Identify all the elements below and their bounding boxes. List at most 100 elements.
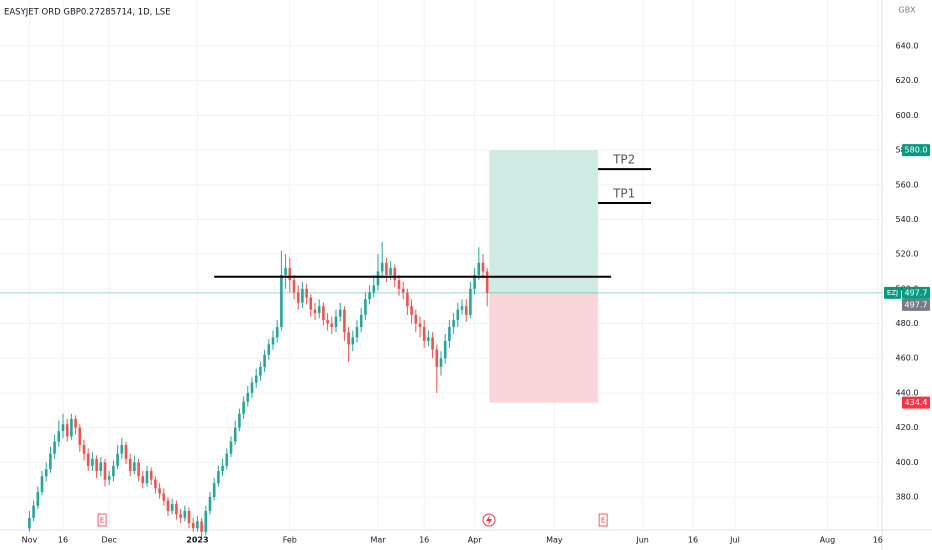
candle-body: [221, 465, 224, 472]
candle-body: [477, 262, 481, 275]
symbol-tag-bg: [884, 286, 901, 299]
candle-body: [288, 268, 292, 281]
candle-body: [469, 288, 472, 315]
candle-body: [267, 344, 271, 355]
candle-body: [448, 327, 451, 341]
candle-body: [380, 262, 384, 272]
candle-body: [78, 427, 82, 445]
candle-body: [456, 309, 460, 321]
candle-body: [343, 309, 346, 333]
candle-body: [271, 337, 275, 345]
y-tick-label: 600.0: [896, 111, 919, 120]
candle-body: [485, 271, 489, 293]
candle-body: [44, 469, 48, 477]
candle-body: [359, 314, 363, 328]
y-tick-label: 640.0: [896, 41, 919, 50]
candle-body: [116, 453, 119, 466]
x-tick-label: 16: [873, 536, 883, 545]
price-label-bg: [902, 286, 930, 299]
candle-body: [225, 453, 229, 466]
candle-body: [309, 297, 313, 310]
candle-body: [179, 514, 182, 518]
y-tick-label: 420.0: [896, 423, 919, 432]
candle-body: [233, 427, 237, 442]
candle-body: [212, 483, 216, 498]
candle-body: [137, 462, 140, 477]
candle-body: [65, 424, 69, 437]
candle-body: [82, 444, 86, 454]
candle-body: [401, 288, 405, 293]
y-tick-label: 560.0: [896, 180, 919, 189]
candle-body: [263, 354, 266, 367]
profit-zone: [489, 150, 599, 293]
candle-body: [149, 471, 153, 480]
candle-body: [368, 292, 371, 300]
x-tick-label: 16: [688, 536, 698, 545]
candle-body: [32, 505, 35, 518]
candle-body: [443, 340, 447, 359]
x-tick-label: Nov: [22, 536, 38, 545]
candle-body: [431, 337, 434, 350]
candle-body: [57, 431, 61, 442]
x-tick-label: Dec: [101, 536, 116, 545]
candle-body: [334, 316, 338, 328]
candle-body: [91, 458, 94, 466]
candle-body: [229, 441, 233, 454]
x-tick-label: May: [546, 536, 563, 545]
price-label: 497.7: [905, 288, 928, 297]
candle-body: [175, 503, 178, 515]
candle-body: [338, 309, 342, 317]
candle-body: [145, 471, 149, 484]
candle-body: [439, 358, 443, 367]
candle-body: [410, 306, 413, 315]
candle-body: [103, 462, 107, 480]
drawing-label: TP1: [612, 186, 635, 200]
candle-body: [141, 476, 145, 484]
candle-body: [385, 262, 388, 275]
candle-body: [460, 306, 464, 310]
candle-body: [464, 306, 468, 315]
y-tick-label: 440.0: [896, 388, 919, 397]
candle-body: [406, 292, 409, 307]
price-label-bg: [902, 396, 930, 409]
candle-body: [296, 292, 300, 303]
candle-body: [254, 375, 258, 383]
event-icon: [598, 513, 608, 527]
candle-body: [170, 503, 174, 511]
candle-body: [376, 271, 380, 286]
x-tick-label: Mar: [370, 536, 386, 545]
candle-body: [317, 306, 321, 314]
x-tick-label: Apr: [468, 536, 483, 545]
candle-body: [292, 280, 296, 293]
symbol-tag: EZJ: [887, 289, 898, 297]
candle-body: [133, 462, 136, 472]
chart-title: EASYJET ORD GBP0.27285714, 1D, LSE: [4, 8, 171, 18]
candle-body: [36, 491, 40, 506]
candle-body: [204, 510, 208, 532]
candle-body: [40, 476, 44, 492]
candle-body: [208, 497, 212, 511]
candle-body: [452, 320, 455, 328]
candle-body: [347, 332, 350, 345]
candle-body: [242, 401, 245, 414]
candle-body: [250, 382, 254, 393]
candle-body: [99, 462, 103, 472]
candle-body: [326, 320, 329, 324]
candle-body: [124, 444, 128, 459]
candle-body: [313, 309, 317, 314]
candle-body: [393, 268, 397, 281]
candle-body: [158, 488, 161, 494]
candle-body: [166, 500, 170, 511]
candle-body: [74, 418, 77, 428]
candle-body: [49, 453, 52, 470]
price-label-bg: [902, 144, 930, 157]
y-tick-label: 380.0: [896, 493, 919, 502]
event-label: E: [601, 517, 605, 525]
candle-body: [238, 413, 241, 428]
candle-body: [196, 521, 199, 529]
dividend-icon: [482, 513, 496, 527]
candle-body: [351, 337, 355, 345]
candle-body: [53, 441, 56, 454]
loss-zone: [489, 292, 599, 403]
candle-body: [418, 323, 422, 328]
